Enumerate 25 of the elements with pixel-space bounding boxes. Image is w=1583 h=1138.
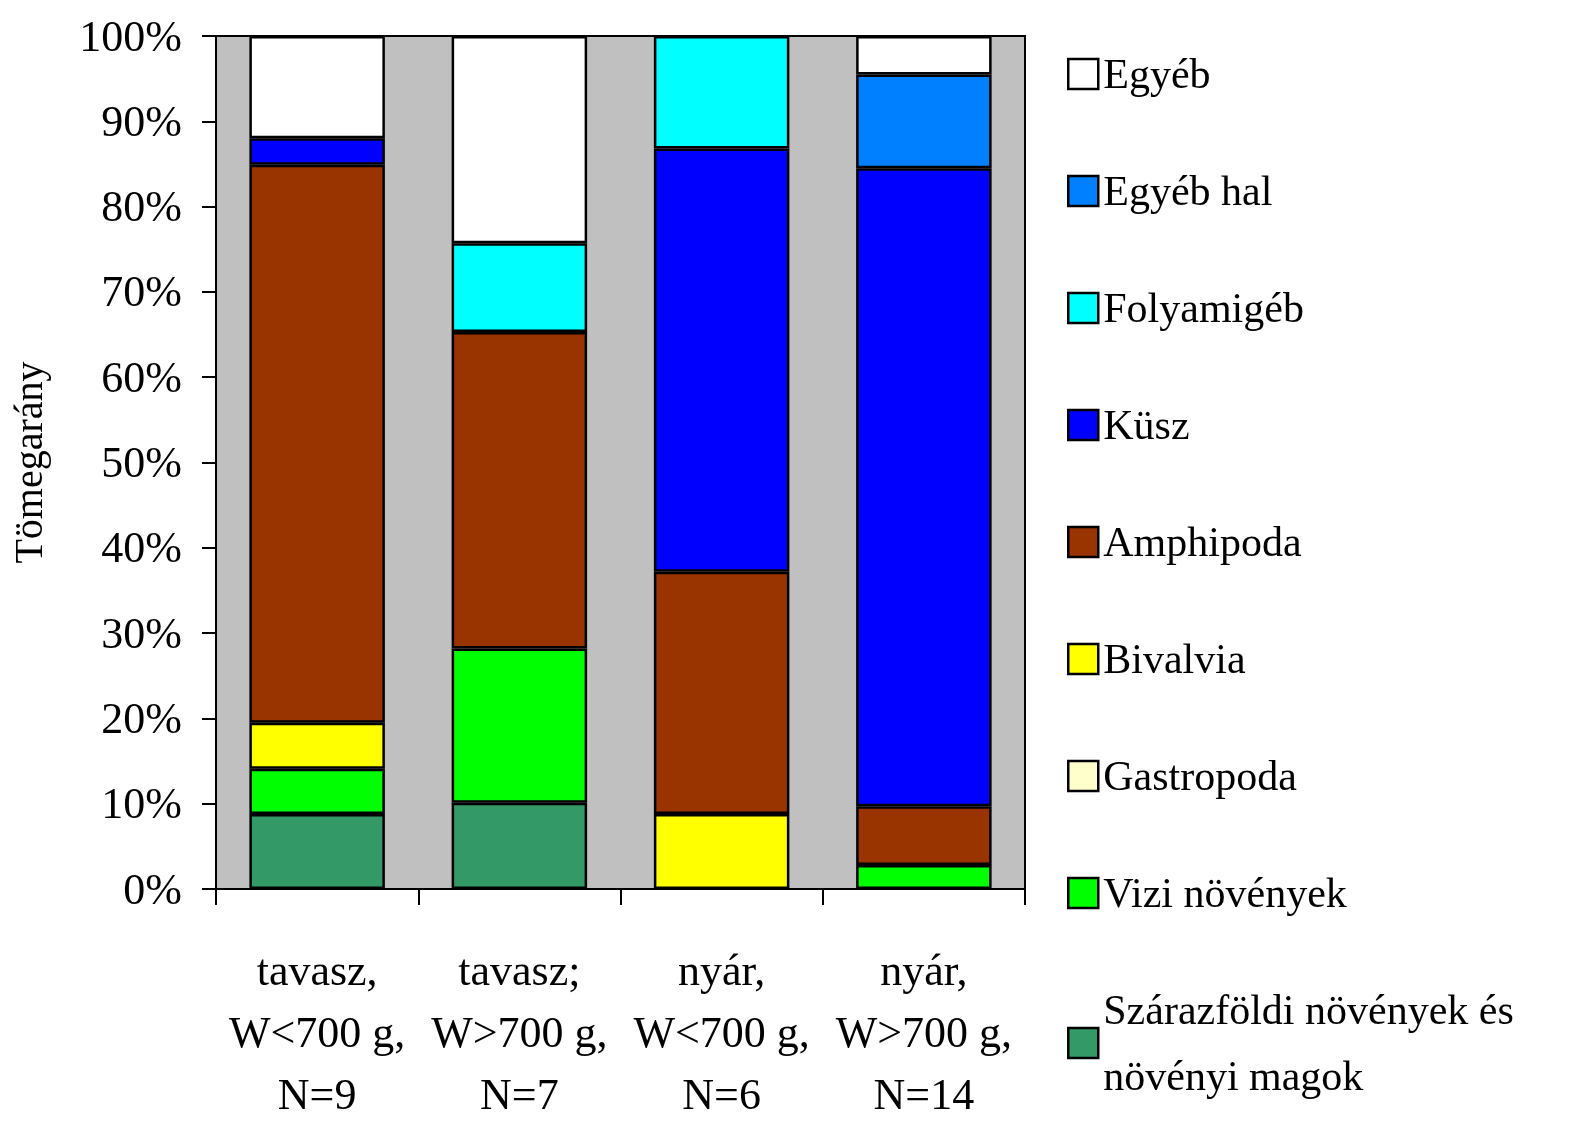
y-tick-label: 10%	[101, 779, 182, 829]
legend-label: Gastropoda	[1103, 753, 1298, 799]
legend-label: Amphipoda	[1103, 519, 1302, 565]
legend-label: Bivalvia	[1103, 636, 1246, 682]
legend-label: Küsz	[1103, 402, 1190, 448]
y-tick-label: 20%	[101, 693, 182, 743]
y-tick-label: 60%	[101, 352, 182, 402]
x-tick-label: nyár, W>700 g, N=14	[835, 945, 1013, 1119]
x-tick-label: nyár, W<700 g, N=6	[633, 945, 810, 1119]
legend-label: Folyamigéb	[1103, 285, 1304, 331]
y-tick-label: 30%	[101, 608, 182, 658]
x-tick-label: tavasz; W>700 g, N=7	[431, 945, 608, 1119]
y-tick-label: 40%	[101, 523, 182, 573]
legend-label: Szárazföldi növények és növényi magok	[1103, 987, 1514, 1099]
y-tick-label: 70%	[101, 267, 182, 317]
y-tick-label: 90%	[101, 96, 182, 146]
y-tick-label: 50%	[101, 438, 182, 487]
y-axis-title: Tömegarány	[5, 361, 51, 564]
legend-label: Egyéb hal	[1103, 168, 1273, 214]
y-tick-label: 100%	[79, 11, 182, 61]
y-tick-label: 0%	[123, 864, 182, 914]
y-tick-label: 80%	[101, 182, 182, 232]
legend-label: Egyéb	[1103, 51, 1211, 97]
x-tick-label: tavasz, W<700 g, N=9	[228, 945, 406, 1119]
legend-label: Vizi növények	[1103, 870, 1347, 916]
